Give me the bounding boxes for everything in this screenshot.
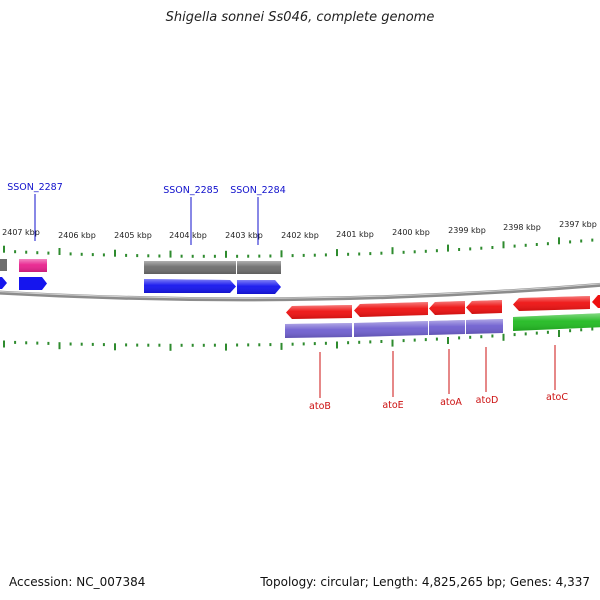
ruler-labels: 2407 kbp 2406 kbp 2405 kbp 2404 kbp 2403…: [2, 220, 597, 240]
ruler-label-2407: 2407 kbp: [2, 228, 40, 237]
cds-arrow-right-edge[interactable]: [592, 295, 600, 308]
genome-summary-text: Topology: circular; Length: 4,825,265 bp…: [260, 575, 590, 589]
gene-label-atob[interactable]: atoB: [309, 401, 331, 412]
ruler-label-2399: 2399 kbp: [448, 226, 486, 235]
gene-track-bottom: [285, 313, 600, 338]
gene-label-sson-2284[interactable]: SSON_2284: [230, 185, 286, 196]
ruler-label-2398: 2398 kbp: [503, 223, 541, 232]
ruler-label-2404: 2404 kbp: [169, 231, 207, 240]
genome-backbone: [0, 282, 600, 302]
ruler-ticks-top: [3, 237, 594, 258]
cds-arrow-left-edge[interactable]: [0, 277, 7, 289]
gene-label-atoc[interactable]: atoC: [546, 392, 568, 403]
gene-labels-bottom: atoB atoE atoA atoD atoC: [309, 345, 568, 412]
ruler-label-2402: 2402 kbp: [281, 231, 319, 240]
gene-label-atoa[interactable]: atoA: [440, 397, 462, 408]
ruler-label-2405: 2405 kbp: [114, 231, 152, 240]
ruler-label-2401: 2401 kbp: [336, 230, 374, 239]
ruler-ticks-bottom: [3, 327, 594, 351]
gene-label-atod[interactable]: atoD: [476, 395, 499, 406]
cds-track-plus: [0, 277, 281, 294]
ruler-label-2397: 2397 kbp: [559, 220, 597, 229]
cds-track-minus: [286, 295, 600, 319]
gene-labels-top: SSON_2287 SSON_2285 SSON_2284: [7, 182, 286, 245]
genome-title: Shigella sonnei Ss046, complete genome: [165, 10, 435, 25]
gene-label-sson-2285[interactable]: SSON_2285: [163, 185, 219, 196]
accession-text: Accession: NC_007384: [9, 575, 146, 589]
gene-track-top: [0, 259, 281, 274]
cds-arrow-sson-2287[interactable]: [19, 277, 47, 290]
gene-label-atoe[interactable]: atoE: [382, 400, 403, 411]
ruler-label-2406: 2406 kbp: [58, 231, 96, 240]
gene-gray-left-edge[interactable]: [0, 259, 7, 271]
ruler-label-2403: 2403 kbp: [225, 231, 263, 240]
gene-label-sson-2287[interactable]: SSON_2287: [7, 182, 63, 193]
ruler-label-2400: 2400 kbp: [392, 228, 430, 237]
